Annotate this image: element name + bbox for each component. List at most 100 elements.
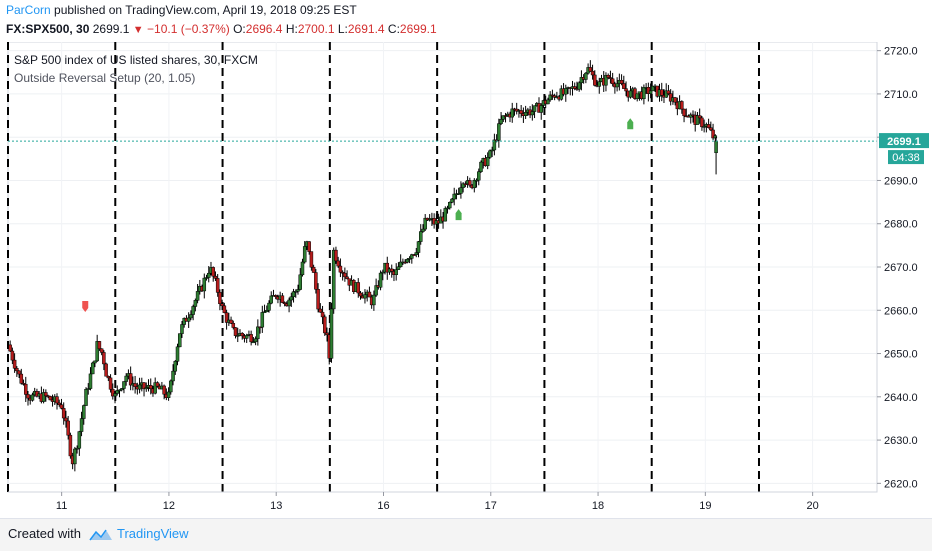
candle-body [211,267,215,277]
candle-body [396,266,401,270]
candle-body [423,217,427,230]
candle-body [220,303,224,307]
close-value: 2699.1 [399,22,437,36]
candle-body [398,261,403,268]
candle-body [122,381,126,389]
candle-body [452,193,456,200]
price-change: −10.1 (−0.37%) [147,22,230,36]
candle-body [378,272,383,288]
candle-body [459,187,463,194]
candle-body [186,317,191,322]
candle-body [651,85,655,92]
candle-body [622,83,626,89]
candle-body [144,387,149,390]
candle-body [615,83,619,88]
candle-body [148,385,153,390]
candle-body [564,88,568,95]
candle-body [572,86,577,89]
candle-body [664,90,668,98]
candle-body [514,108,519,112]
low-label: L: [337,22,348,36]
candle-body [497,123,501,141]
countdown-text: 04:38 [892,152,920,164]
candle-body [97,341,102,350]
y-tick-label: 2670.0 [884,262,918,274]
low-value: 2691.4 [347,22,385,36]
publication-header: ParCorn published on TradingView.com, Ap… [6,3,357,17]
candle-body [115,390,120,394]
candle-body [394,269,398,276]
x-tick-label: 18 [592,500,604,512]
tradingview-logo-icon[interactable] [89,527,113,543]
candle-body [137,384,142,390]
candle-body [44,392,48,397]
price-tag-text: 2699.1 [887,136,921,148]
candle-body [343,272,347,278]
open-value: 2696.4 [245,22,283,36]
candle-body [706,124,711,128]
x-tick-label: 17 [485,500,497,512]
candle-body [325,332,329,336]
candle-body [628,90,633,98]
session-break-lines [7,42,760,492]
candle-body [66,420,70,436]
candle-body [57,402,61,405]
created-with-label: Created with [8,526,81,541]
candle-body [169,380,173,393]
candle-body [108,377,113,390]
candle-body [213,275,218,279]
candle-body [262,311,267,314]
ohlc-header: FX:SPX500, 30 2699.1 ▼ −10.1 (−0.37%) O:… [6,22,437,36]
candle-body [345,276,349,279]
candle-body [416,241,421,253]
candle-body [414,252,419,255]
candle-body [689,114,693,118]
candle-body [606,75,610,78]
candle-body [162,385,166,395]
x-tick-label: 13 [270,500,282,512]
bullish-signal-marker [627,118,634,130]
candle-body [231,323,236,328]
candle-body [711,129,715,139]
published-info: published on TradingView.com, April 19, … [54,3,357,17]
candle-body [253,338,258,343]
candle-body [666,90,671,94]
candle-body [405,259,410,263]
signal-markers [82,118,634,312]
candle-body [204,277,209,279]
high-value: 2700.1 [297,22,335,36]
candle-body [102,352,106,365]
candle-body [488,150,492,158]
candle-body [510,108,514,118]
symbol-label: FX:SPX500, 30 [6,22,90,36]
candle-body [153,382,157,394]
candle-body [530,111,535,116]
candle-body [193,300,198,307]
candle-body [19,373,24,384]
candle-body [584,72,588,80]
candle-body [79,418,84,432]
author-name[interactable]: ParCorn [6,3,51,17]
y-tick-label: 2710.0 [884,89,918,101]
candle-body [86,388,90,390]
candle-body [240,333,244,337]
candle-body [334,249,338,262]
candle-body [222,305,227,313]
candle-body [403,261,407,264]
candle-body [358,292,363,297]
candle-body [61,408,66,419]
candle-body [673,97,677,103]
candle-body [418,231,423,242]
candle-body [269,295,273,304]
candle-body [298,274,302,290]
candle-body [588,67,593,72]
candlestick-chart[interactable]: S&P 500 index of US listed shares, 30, F… [0,42,932,516]
tradingview-brand-link[interactable]: TradingView [117,526,189,541]
candle-body [490,149,494,152]
time-axis[interactable]: 11 12 13 16 17 18 19 20 [56,492,819,512]
candle-body [294,291,298,293]
candle-body [463,183,468,185]
candle-body [68,434,73,457]
price-axis[interactable]: 2620.0 2630.0 2640.0 2650.0 2660.0 2670.0 2680… [877,46,918,491]
candle-body [124,375,128,382]
